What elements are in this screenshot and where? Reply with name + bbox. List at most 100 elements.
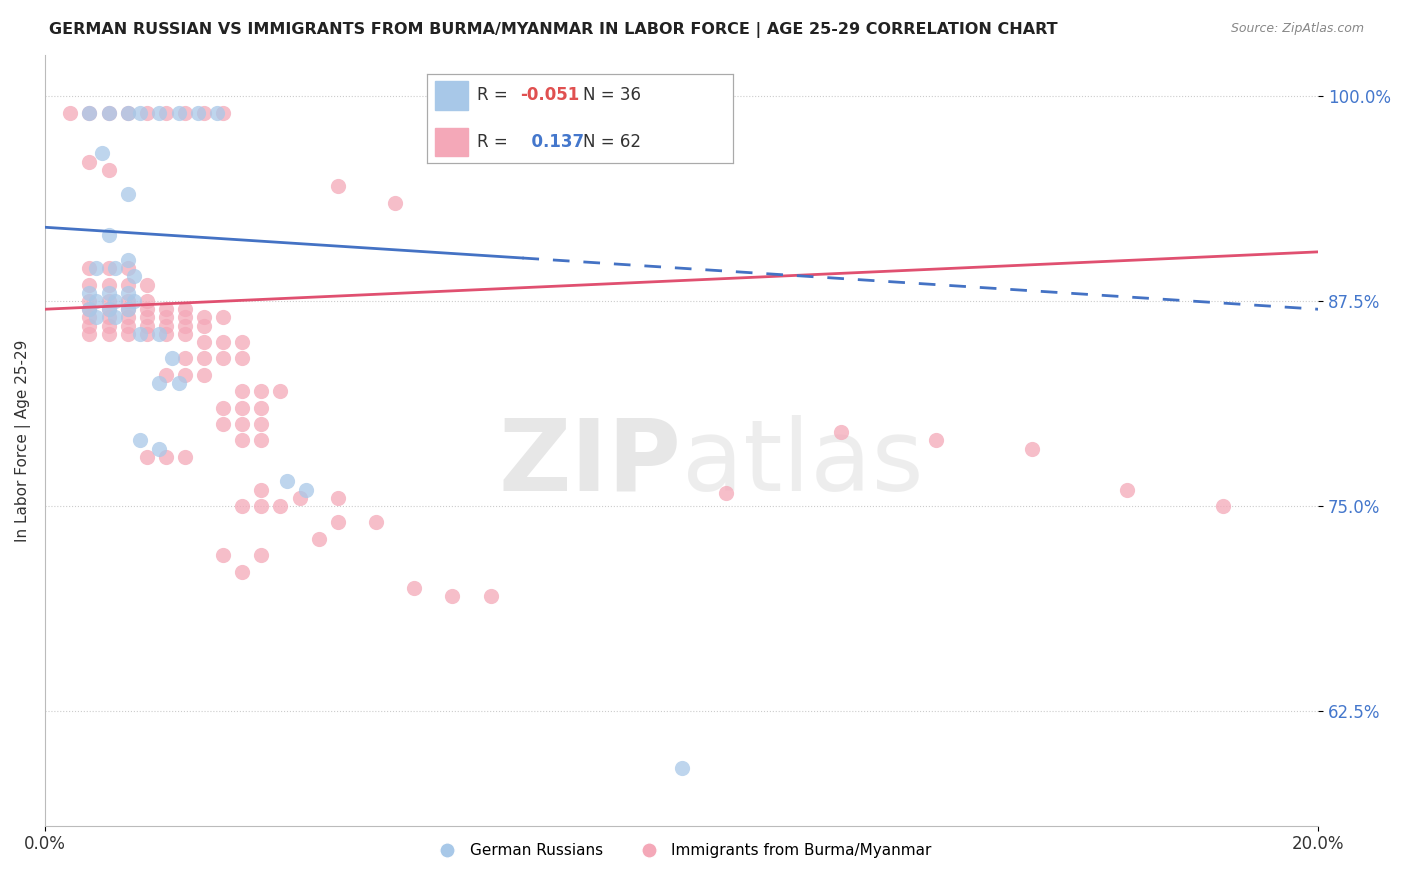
Point bbox=[104, 293, 127, 308]
Point bbox=[117, 302, 139, 317]
Point bbox=[193, 368, 215, 382]
Point bbox=[97, 261, 120, 276]
Point bbox=[212, 351, 235, 366]
Point bbox=[326, 491, 349, 505]
Point bbox=[117, 285, 139, 300]
Point bbox=[174, 368, 197, 382]
Text: atlas: atlas bbox=[682, 415, 924, 512]
Point bbox=[167, 105, 190, 120]
Point bbox=[830, 425, 852, 439]
Point bbox=[231, 499, 253, 513]
Point bbox=[79, 293, 101, 308]
Point bbox=[97, 105, 120, 120]
Point bbox=[326, 516, 349, 530]
Point bbox=[117, 105, 139, 120]
Point bbox=[117, 310, 139, 325]
Point bbox=[79, 326, 101, 341]
Point bbox=[212, 310, 235, 325]
Point bbox=[1021, 442, 1043, 456]
Point bbox=[250, 384, 273, 399]
Point bbox=[97, 285, 120, 300]
Point bbox=[148, 326, 170, 341]
Point bbox=[117, 318, 139, 333]
Point bbox=[250, 401, 273, 415]
Point bbox=[174, 351, 197, 366]
Point bbox=[117, 261, 139, 276]
Point bbox=[155, 302, 177, 317]
Point bbox=[250, 417, 273, 431]
Point bbox=[148, 105, 170, 120]
Point bbox=[250, 434, 273, 448]
Point bbox=[364, 516, 387, 530]
Point bbox=[1116, 483, 1139, 497]
Point bbox=[231, 434, 253, 448]
Point bbox=[97, 277, 120, 292]
Point bbox=[84, 293, 107, 308]
Point bbox=[97, 302, 120, 317]
Point bbox=[117, 253, 139, 268]
Point bbox=[231, 384, 253, 399]
Point bbox=[155, 450, 177, 464]
Point bbox=[295, 483, 318, 497]
Point bbox=[714, 485, 737, 500]
Point bbox=[97, 162, 120, 177]
Point bbox=[117, 326, 139, 341]
Point bbox=[117, 293, 139, 308]
Point bbox=[174, 105, 197, 120]
Point bbox=[79, 277, 101, 292]
Point bbox=[135, 293, 157, 308]
Point bbox=[84, 261, 107, 276]
Point bbox=[79, 302, 101, 317]
Point bbox=[135, 277, 157, 292]
Point bbox=[97, 318, 120, 333]
Point bbox=[79, 310, 101, 325]
Point bbox=[193, 318, 215, 333]
Point bbox=[129, 105, 152, 120]
Point bbox=[59, 105, 82, 120]
Point bbox=[174, 450, 197, 464]
Point bbox=[231, 334, 253, 349]
Point bbox=[174, 326, 197, 341]
Text: GERMAN RUSSIAN VS IMMIGRANTS FROM BURMA/MYANMAR IN LABOR FORCE | AGE 25-29 CORRE: GERMAN RUSSIAN VS IMMIGRANTS FROM BURMA/… bbox=[49, 22, 1057, 38]
Y-axis label: In Labor Force | Age 25-29: In Labor Force | Age 25-29 bbox=[15, 339, 31, 541]
Point bbox=[135, 326, 157, 341]
Point bbox=[104, 310, 127, 325]
Point bbox=[671, 761, 693, 775]
Point bbox=[129, 326, 152, 341]
Text: Source: ZipAtlas.com: Source: ZipAtlas.com bbox=[1230, 22, 1364, 36]
Point bbox=[91, 146, 114, 161]
Point bbox=[167, 376, 190, 390]
Point bbox=[155, 310, 177, 325]
Point bbox=[148, 376, 170, 390]
Point bbox=[288, 491, 311, 505]
Point bbox=[441, 589, 464, 603]
Point bbox=[212, 417, 235, 431]
Point bbox=[79, 285, 101, 300]
Point bbox=[117, 105, 139, 120]
Point bbox=[250, 548, 273, 562]
Point bbox=[84, 310, 107, 325]
Point bbox=[231, 417, 253, 431]
Point bbox=[212, 401, 235, 415]
Point bbox=[97, 326, 120, 341]
Point bbox=[231, 351, 253, 366]
Point bbox=[231, 565, 253, 579]
Point bbox=[155, 105, 177, 120]
Point bbox=[97, 228, 120, 243]
Point bbox=[269, 384, 291, 399]
Point bbox=[135, 302, 157, 317]
Point bbox=[117, 187, 139, 202]
Point bbox=[193, 310, 215, 325]
Point bbox=[79, 105, 101, 120]
Point bbox=[135, 318, 157, 333]
Text: ZIP: ZIP bbox=[499, 415, 682, 512]
Point bbox=[1212, 499, 1234, 513]
Point bbox=[205, 105, 228, 120]
Point bbox=[269, 499, 291, 513]
Point bbox=[174, 302, 197, 317]
Point bbox=[212, 105, 235, 120]
Point bbox=[193, 351, 215, 366]
Point bbox=[97, 302, 120, 317]
Point bbox=[925, 434, 948, 448]
Point bbox=[174, 318, 197, 333]
